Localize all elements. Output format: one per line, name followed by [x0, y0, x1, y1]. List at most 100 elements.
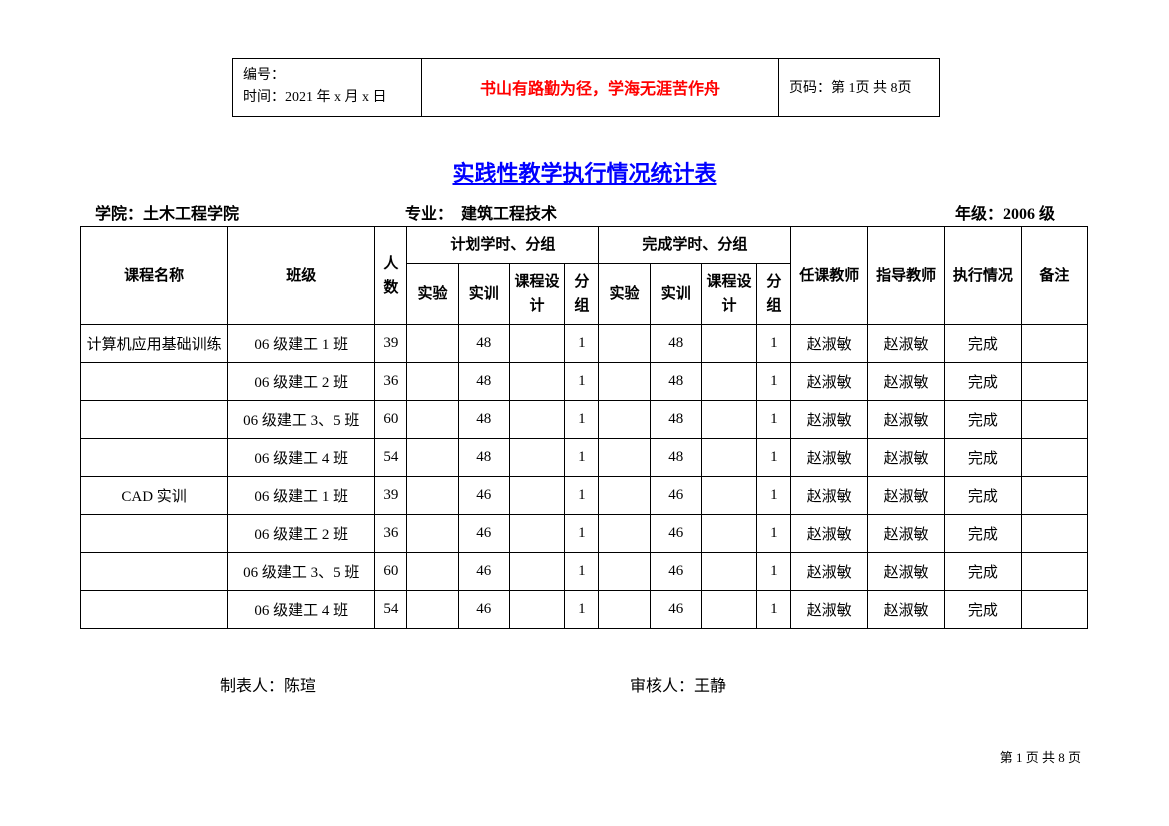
cell-advisor: 赵淑敏 [868, 515, 945, 553]
cell-p_exp [407, 363, 458, 401]
cell-d_exp [599, 591, 650, 629]
cell-p_group: 1 [565, 591, 599, 629]
header-left: 编号： 时间：2021 年 x 月 x 日 [233, 59, 421, 116]
table-row: 06 级建工 2 班36461461赵淑敏赵淑敏完成 [81, 515, 1088, 553]
cell-p_exp [407, 515, 458, 553]
grade-label: 年级： [955, 206, 1003, 223]
grade-value: 2006 级 [1003, 206, 1055, 223]
cell-d_group: 1 [757, 363, 791, 401]
cell-p_group: 1 [565, 553, 599, 591]
cell-p_exp [407, 325, 458, 363]
cell-note [1021, 477, 1087, 515]
page-number: 第 1 页 共 8 页 [1000, 747, 1081, 766]
cell-d_group: 1 [757, 477, 791, 515]
col-note: 备注 [1021, 227, 1087, 325]
col-count: 人数 [375, 227, 407, 325]
cell-p_exp [407, 439, 458, 477]
cell-class: 06 级建工 3、5 班 [228, 401, 375, 439]
col-done-exp: 实验 [599, 264, 650, 325]
cell-d_exp [599, 363, 650, 401]
cell-p_exp [407, 477, 458, 515]
cell-d_design [701, 363, 756, 401]
table-row: 06 级建工 4 班54481481赵淑敏赵淑敏完成 [81, 439, 1088, 477]
cell-d_design [701, 401, 756, 439]
cell-p_design [509, 325, 564, 363]
cell-d_exp [599, 477, 650, 515]
cell-d_exp [599, 401, 650, 439]
major-value: 建筑工程技术 [461, 206, 557, 223]
cell-course [81, 553, 228, 591]
cell-note [1021, 591, 1087, 629]
cell-course [81, 401, 228, 439]
cell-p_group: 1 [565, 363, 599, 401]
cell-teacher: 赵淑敏 [791, 439, 868, 477]
cell-status: 完成 [945, 591, 1022, 629]
cell-count: 54 [375, 591, 407, 629]
cell-count: 39 [375, 477, 407, 515]
cell-count: 36 [375, 363, 407, 401]
cell-note [1021, 439, 1087, 477]
major-label: 专业： [405, 206, 453, 223]
footer-reviewer: 审核人：王静 [630, 672, 920, 696]
cell-d_group: 1 [757, 591, 791, 629]
cell-d_exp [599, 439, 650, 477]
cell-p_design [509, 553, 564, 591]
number-label: 编号： [243, 65, 411, 87]
cell-teacher: 赵淑敏 [791, 401, 868, 439]
meta-college: 学院：土木工程学院 [95, 200, 405, 224]
table-row: CAD 实训06 级建工 1 班39461461赵淑敏赵淑敏完成 [81, 477, 1088, 515]
reviewer-value: 王静 [694, 678, 726, 695]
table-row: 06 级建工 3、5 班60481481赵淑敏赵淑敏完成 [81, 401, 1088, 439]
cell-p_design [509, 515, 564, 553]
cell-p_design [509, 439, 564, 477]
cell-count: 60 [375, 401, 407, 439]
cell-d_train: 46 [650, 591, 701, 629]
document-title: 实践性教学执行情况统计表 [0, 156, 1169, 188]
cell-p_train: 46 [458, 515, 509, 553]
cell-d_group: 1 [757, 515, 791, 553]
cell-class: 06 级建工 1 班 [228, 477, 375, 515]
cell-p_group: 1 [565, 515, 599, 553]
cell-d_design [701, 553, 756, 591]
cell-advisor: 赵淑敏 [868, 591, 945, 629]
cell-teacher: 赵淑敏 [791, 553, 868, 591]
cell-class: 06 级建工 2 班 [228, 363, 375, 401]
header-motto: 书山有路勤为径，学海无涯苦作舟 [421, 59, 779, 116]
col-plan-train: 实训 [458, 264, 509, 325]
cell-note [1021, 553, 1087, 591]
cell-p_exp [407, 591, 458, 629]
college-label: 学院： [95, 206, 143, 223]
cell-d_design [701, 591, 756, 629]
cell-status: 完成 [945, 325, 1022, 363]
header-page-label: 页码：第 1页 共 8页 [779, 59, 939, 116]
cell-status: 完成 [945, 363, 1022, 401]
cell-d_train: 46 [650, 553, 701, 591]
cell-d_group: 1 [757, 439, 791, 477]
table-row: 06 级建工 2 班36481481赵淑敏赵淑敏完成 [81, 363, 1088, 401]
cell-p_group: 1 [565, 477, 599, 515]
meta-major: 专业： 建筑工程技术 [405, 200, 825, 224]
cell-p_train: 48 [458, 401, 509, 439]
reviewer-label: 审核人： [630, 678, 694, 695]
cell-d_exp [599, 515, 650, 553]
cell-p_group: 1 [565, 439, 599, 477]
cell-p_train: 48 [458, 325, 509, 363]
col-plan-design: 课程设计 [509, 264, 564, 325]
col-advisor: 指导教师 [868, 227, 945, 325]
cell-note [1021, 401, 1087, 439]
cell-d_design [701, 477, 756, 515]
cell-teacher: 赵淑敏 [791, 515, 868, 553]
cell-count: 60 [375, 553, 407, 591]
cell-status: 完成 [945, 477, 1022, 515]
cell-advisor: 赵淑敏 [868, 477, 945, 515]
cell-note [1021, 515, 1087, 553]
cell-d_design [701, 325, 756, 363]
cell-p_design [509, 401, 564, 439]
cell-status: 完成 [945, 401, 1022, 439]
cell-d_group: 1 [757, 401, 791, 439]
cell-p_exp [407, 553, 458, 591]
col-done-group: 完成学时、分组 [599, 227, 791, 264]
maker-value: 陈瑄 [284, 678, 316, 695]
cell-d_train: 48 [650, 439, 701, 477]
document-header: 编号： 时间：2021 年 x 月 x 日 书山有路勤为径，学海无涯苦作舟 页码… [232, 58, 940, 117]
